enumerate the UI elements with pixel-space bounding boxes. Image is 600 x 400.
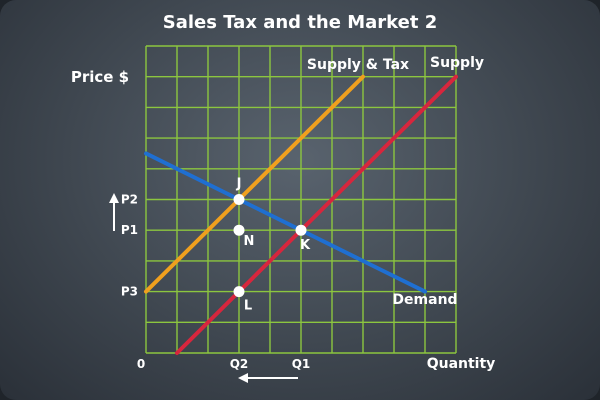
- y-tick-label: P1: [121, 223, 138, 237]
- point-label-l: L: [244, 299, 252, 314]
- series-label: Demand: [392, 292, 457, 308]
- point-k: [295, 224, 307, 236]
- origin-label: 0: [137, 357, 145, 371]
- quantity-left-arrowhead: [238, 373, 248, 383]
- series-label: Supply & Tax: [307, 57, 409, 73]
- y-tick-label: P2: [121, 193, 138, 207]
- price-up-arrowhead: [109, 193, 119, 203]
- point-label-k: K: [300, 238, 311, 253]
- series-label: Supply: [430, 55, 484, 71]
- labels: Price $ Quantity 0 Supply & Tax Supply Demand…: [71, 55, 495, 383]
- chart-title: Sales Tax and the Market 2: [163, 12, 437, 33]
- x-tick-label: Q2: [230, 357, 249, 371]
- point-j: [233, 194, 245, 205]
- series-line-supply: [175, 74, 458, 355]
- point-label-j: J: [236, 177, 242, 192]
- point-l: [233, 286, 245, 298]
- series-line-supply-tax: [144, 74, 365, 294]
- key-points: J N K L: [233, 177, 311, 314]
- x-axis-label: Quantity: [427, 356, 496, 372]
- point-n: [233, 224, 245, 236]
- y-axis-label: Price $: [71, 68, 129, 86]
- point-label-n: N: [244, 234, 255, 249]
- series-line-demand: [144, 151, 427, 294]
- x-tick-label: Q1: [292, 357, 311, 371]
- series-lines: [144, 74, 458, 355]
- y-tick-label: P3: [121, 285, 138, 299]
